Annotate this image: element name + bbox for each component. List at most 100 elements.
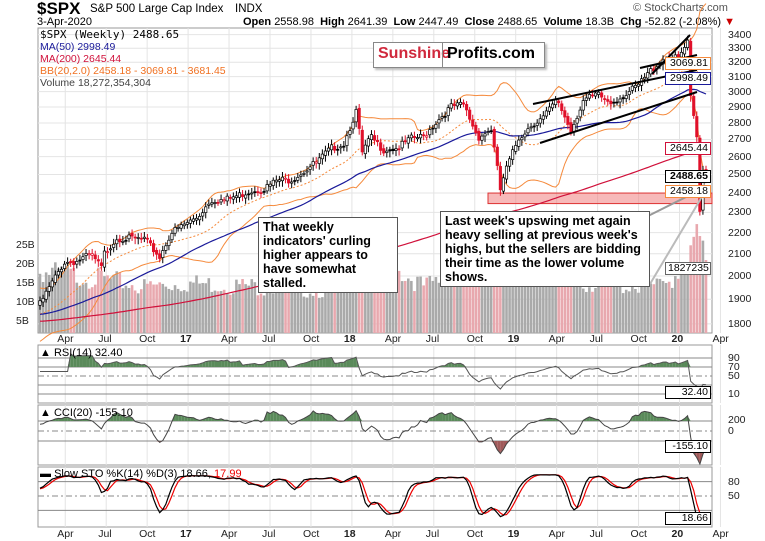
x-tick-label: Apr: [221, 528, 238, 540]
rsi-overbought-fill: [107, 363, 111, 367]
candle-body: [388, 149, 392, 152]
cci-overbought-fill: [656, 417, 660, 421]
rsi-overbought-fill: [656, 363, 660, 367]
legend-bb: BB(20,2.0) 2458.18 - 3069.81 - 3681.45: [40, 65, 226, 77]
candle-body: [136, 237, 140, 239]
rsi-overbought-fill: [221, 360, 225, 367]
indicator-tick-label: 200: [728, 414, 746, 426]
x-tick-label: Apr: [548, 528, 565, 540]
cci-overbought-fill: [129, 416, 133, 421]
volume-bar: [81, 284, 85, 333]
candle-body: [538, 118, 542, 124]
indicator-tick-label: 50: [728, 490, 740, 502]
cci-overbought-fill: [356, 410, 360, 421]
volume-bar: [551, 272, 554, 333]
volume-bar: [517, 248, 521, 333]
candle-body: [394, 148, 398, 151]
volume-bar: [136, 293, 140, 333]
volume-bar: [66, 265, 69, 333]
exchange: INDX: [235, 3, 263, 15]
candle-body: [348, 130, 352, 135]
volume-bar: [701, 240, 705, 333]
volume-bar: [173, 285, 177, 333]
candle-body: [603, 98, 607, 100]
candle-body: [501, 177, 505, 192]
bollinger-middle: [39, 66, 707, 315]
volume-bar: [631, 286, 634, 333]
candle-body: [115, 239, 119, 245]
volume-tag: 1827235: [665, 262, 711, 275]
volume-bar: [440, 281, 444, 333]
rsi-overbought-fill: [316, 359, 320, 367]
volume-bar: [253, 282, 257, 333]
cci-overbought-fill: [316, 413, 320, 421]
volume-bar: [93, 284, 97, 333]
candle-body: [615, 101, 619, 104]
volume-bar: [637, 292, 640, 333]
candle-body: [489, 130, 493, 133]
cci-overbought-fill: [659, 417, 664, 421]
rsi-overbought-fill: [257, 364, 261, 367]
candle-body: [520, 137, 524, 141]
volume-bar: [511, 250, 514, 333]
candle-body: [99, 262, 103, 266]
cci-overbought-fill: [116, 412, 120, 421]
y-tick-label: 2900: [728, 101, 752, 113]
candle-body: [587, 94, 591, 99]
rsi-overbought-fill: [663, 362, 667, 367]
candle-body: [259, 192, 263, 194]
candle-body: [66, 261, 70, 264]
volume-bar: [290, 281, 293, 333]
candle-body: [161, 250, 165, 258]
rsi-overbought-fill: [457, 363, 461, 367]
volume-bar: [44, 272, 48, 333]
candle-body: [188, 219, 192, 224]
candle-body: [550, 103, 555, 109]
volume-bar: [232, 293, 235, 333]
volume-bar: [591, 291, 594, 333]
sunshine-profits-logo: Sunshine Profits.com: [373, 42, 545, 68]
volume-bar: [345, 276, 349, 333]
candle-body: [391, 148, 395, 152]
volume-bar: [324, 285, 327, 333]
rsi-overbought-fill: [669, 362, 673, 367]
volume-bar: [474, 255, 478, 333]
y-tick-label: 1900: [728, 293, 752, 306]
candle-body: [471, 119, 475, 127]
x-tick-label: Jul: [262, 528, 276, 540]
volume-bar: [124, 285, 128, 333]
volume-bar: [130, 285, 134, 333]
candle-body: [314, 161, 318, 164]
cci-overbought-fill: [303, 416, 308, 421]
volume-bar: [133, 290, 137, 333]
volume-bar: [271, 293, 275, 333]
candle-body: [385, 150, 389, 153]
candle-body: [428, 129, 432, 136]
x-tick-label: 20: [671, 528, 684, 540]
volume-bar: [357, 261, 361, 333]
candle-body: [277, 179, 281, 182]
volume-bar: [446, 286, 450, 333]
volume-bar: [597, 282, 600, 333]
volume-bar: [649, 283, 653, 333]
candle-body: [569, 122, 573, 133]
volume-bar: [581, 288, 585, 333]
candle-body: [649, 68, 653, 75]
candle-body: [695, 116, 699, 138]
y-tick-label: 3200: [728, 56, 752, 69]
candle-body: [63, 263, 67, 269]
candle-body: [437, 119, 441, 124]
candle-body: [176, 227, 180, 229]
candle-body: [682, 47, 687, 55]
candle-body: [379, 142, 383, 151]
candle-body: [403, 140, 407, 143]
volume-bar: [575, 281, 579, 333]
candle-body: [547, 106, 552, 112]
x-tick-label: Jul: [425, 528, 440, 540]
cci-line: [39, 409, 707, 466]
cci-overbought-fill: [270, 411, 274, 421]
y-tick-label: 2400: [728, 187, 752, 200]
candle-body: [38, 300, 42, 306]
candle-body: [231, 196, 235, 200]
candle-body: [170, 233, 174, 241]
